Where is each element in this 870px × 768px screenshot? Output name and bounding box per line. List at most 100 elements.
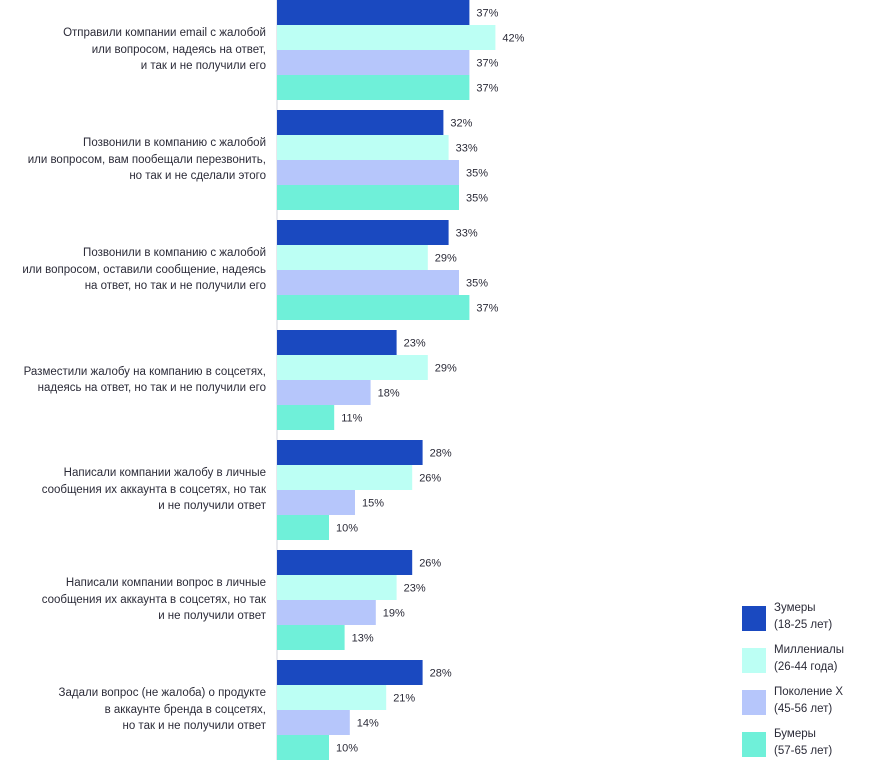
bar-6-series-3 [277, 600, 376, 625]
data-label-5-series-2: 26% [419, 473, 441, 485]
data-label-3-series-4: 37% [476, 303, 498, 315]
legend: Зумеры (18-25 лет) Миллениалы (26-44 года) П… [742, 600, 867, 768]
data-label-5-series-4: 10% [336, 523, 358, 535]
data-label-1-series-1: 37% [476, 8, 498, 20]
category-label-line: на ответ, но так и не получили его [84, 280, 266, 293]
legend-series-age: (57-65 лет) [774, 745, 833, 757]
data-label-7-series-2: 21% [393, 693, 415, 705]
bar-7-series-3 [277, 710, 350, 735]
data-label-4-series-3: 18% [378, 388, 400, 400]
category-label-line: или вопросом, надеясь на ответ, [91, 43, 266, 56]
bar-3-series-1 [277, 220, 449, 245]
data-label-4-series-1: 23% [404, 338, 426, 350]
legend-series-age: (45-56 лет) [774, 703, 833, 715]
legend-series-age: (26-44 года) [774, 661, 838, 673]
data-label-2-series-4: 35% [466, 193, 488, 205]
category-label-line: Позвонили в компанию с жалобой [83, 247, 266, 260]
category-label-line: сообщения их аккаунта в соцсетях, но так [41, 593, 266, 606]
bar-7-series-2 [277, 685, 387, 710]
bar-5-series-4 [277, 515, 329, 540]
data-label-2-series-1: 32% [450, 118, 472, 130]
bar-1-series-2 [277, 25, 496, 50]
data-label-1-series-4: 37% [476, 83, 498, 95]
legend-label: Бумеры (57-65 лет) [774, 726, 832, 760]
data-label-6-series-2: 23% [404, 583, 426, 595]
bar-6-series-2 [277, 575, 397, 600]
category-label-line: сообщения их аккаунта в соцсетях, но так [41, 483, 266, 496]
bar-2-series-4 [277, 185, 459, 210]
bar-4-series-1 [277, 330, 397, 355]
legend-item-2: Миллениалы (26-44 года) [742, 642, 867, 684]
legend-series-name: Миллениалы [774, 644, 844, 656]
bar-3-series-3 [277, 270, 459, 295]
category-label-1: Отправили компании email с жалобой или во… [4, 25, 266, 75]
category-label-line: надеясь на ответ, но так и не получили е… [37, 382, 266, 394]
bar-7-series-1 [277, 660, 423, 685]
data-label-6-series-3: 19% [383, 608, 405, 620]
category-label-line: Написали компании вопрос в личные [65, 577, 266, 590]
category-label-line: Отправили компании email с жалобой [63, 27, 266, 40]
data-label-2-series-2: 33% [456, 143, 478, 155]
bar-5-series-1 [277, 440, 423, 465]
bar-1-series-3 [277, 50, 470, 75]
legend-label: Поколение X (45-56 лет) [774, 684, 843, 718]
data-label-3-series-2: 29% [435, 253, 457, 265]
category-label-line: в аккаунте бренда в соцсетях, [104, 703, 266, 716]
data-label-1-series-3: 37% [476, 58, 498, 70]
legend-series-age: (18-25 лет) [774, 619, 833, 631]
bar-2-series-1 [277, 110, 444, 135]
bar-6-series-1 [277, 550, 413, 575]
legend-series-name: Поколение X [774, 686, 844, 698]
bar-2-series-3 [277, 160, 459, 185]
legend-item-4: Бумеры (57-65 лет) [742, 726, 867, 768]
category-label-6: Написали компании вопрос в личные сообщен… [4, 575, 266, 625]
bar-5-series-2 [277, 465, 413, 490]
data-label-7-series-1: 28% [430, 668, 452, 680]
data-label-5-series-3: 15% [362, 498, 384, 510]
data-label-6-series-4: 13% [352, 633, 374, 645]
legend-item-3: Поколение X (45-56 лет) [742, 684, 867, 726]
legend-swatch [742, 648, 766, 673]
category-label-line: Задали вопрос (не жалоба) о продукте [58, 687, 266, 700]
category-label-4: Разместили жалобу на компанию в соцсетях… [4, 364, 266, 397]
category-label-line: Разместили жалобу на компанию в соцсетях… [23, 365, 266, 378]
legend-item-1: Зумеры (18-25 лет) [742, 600, 867, 642]
bar-3-series-2 [277, 245, 428, 270]
category-label-line: или вопросом, вам пообещали перезвонить, [27, 153, 266, 166]
legend-label: Миллениалы (26-44 года) [774, 642, 844, 676]
category-label-line: или вопросом, оставили сообщение, надеяс… [22, 263, 266, 276]
data-label-4-series-2: 29% [435, 363, 457, 375]
category-label-line: Написали компании жалобу в личные [63, 467, 266, 480]
bar-4-series-4 [277, 405, 335, 430]
bar-1-series-1 [277, 0, 470, 25]
data-label-1-series-2: 42% [502, 33, 524, 45]
bar-7-series-4 [277, 735, 329, 760]
category-label-2: Позвонили в компанию с жалобой или вопрос… [4, 135, 266, 185]
category-label-line: и так и не получили его [140, 60, 266, 73]
bar-4-series-3 [277, 380, 371, 405]
data-label-6-series-1: 26% [419, 558, 441, 570]
legend-swatch [742, 732, 766, 757]
bar-6-series-4 [277, 625, 345, 650]
bar-5-series-3 [277, 490, 355, 515]
category-label-7: Задали вопрос (не жалоба) о продукте в ак… [4, 685, 266, 735]
data-label-5-series-1: 28% [430, 448, 452, 460]
category-label-line: но так и не сделали этого [129, 170, 266, 183]
legend-series-name: Бумеры [774, 728, 816, 740]
legend-swatch [742, 606, 766, 631]
bar-1-series-4 [277, 75, 470, 100]
category-label-line: и не получили ответ [158, 610, 266, 623]
data-label-4-series-4: 11% [341, 413, 362, 425]
legend-label: Зумеры (18-25 лет) [774, 600, 832, 634]
legend-series-name: Зумеры [774, 602, 816, 614]
category-label-5: Написали компании жалобу в личные сообщен… [4, 465, 266, 515]
data-label-7-series-3: 14% [357, 718, 379, 730]
data-label-7-series-4: 10% [336, 743, 358, 755]
category-label-line: но так и не получили ответ [122, 720, 266, 733]
bar-4-series-2 [277, 355, 428, 380]
data-label-2-series-3: 35% [466, 168, 488, 180]
category-label-line: Позвонили в компанию с жалобой [83, 137, 266, 150]
data-label-3-series-1: 33% [456, 228, 478, 240]
category-label-3: Позвонили в компанию с жалобой или вопрос… [4, 245, 266, 295]
